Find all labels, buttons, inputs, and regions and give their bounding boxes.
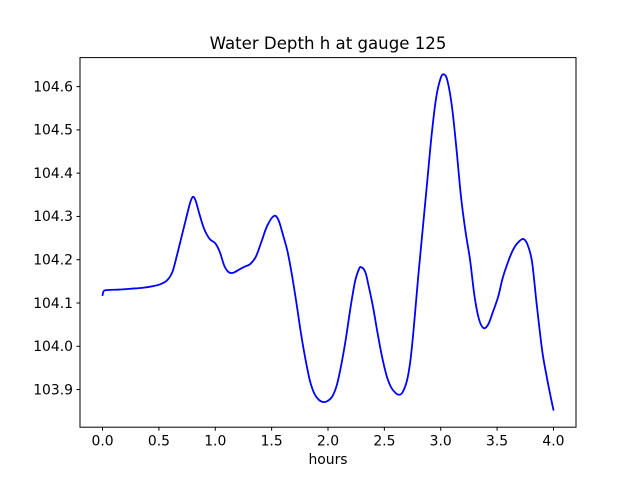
y-tick-label: 104.2: [33, 253, 73, 269]
x-tick-label: 1.5: [261, 434, 283, 450]
y-tick-label: 104.5: [33, 123, 73, 139]
y-tick-label: 104.0: [33, 339, 73, 355]
x-tick-label: 4.0: [542, 434, 564, 450]
x-tick-label: 0.5: [148, 434, 170, 450]
x-tick-label: 3.0: [430, 434, 452, 450]
x-tick-label: 2.0: [317, 434, 339, 450]
x-tick-label: 1.0: [204, 434, 226, 450]
x-axis-label: hours: [308, 452, 347, 468]
data-line-water-depth-h: [101, 73, 555, 411]
plot-area: 0.0 0.5 1.0 1.5 2.0 2.5 3.0 3.5 4.0 103.9 104.0 104…: [33, 57, 577, 450]
plot-border: [79, 57, 577, 428]
y-tick-label: 104.1: [33, 296, 73, 312]
y-tick-label: 103.9: [33, 382, 73, 398]
chart-title: Water Depth h at gauge 125: [210, 34, 447, 53]
x-tick-label: 2.5: [373, 434, 395, 450]
x-tick-label: 3.5: [486, 434, 508, 450]
y-tick-label: 104.4: [33, 166, 73, 182]
y-tick-label: 104.6: [33, 79, 73, 95]
x-tick-label: 0.0: [91, 434, 113, 450]
y-tick-label: 104.3: [33, 209, 73, 225]
